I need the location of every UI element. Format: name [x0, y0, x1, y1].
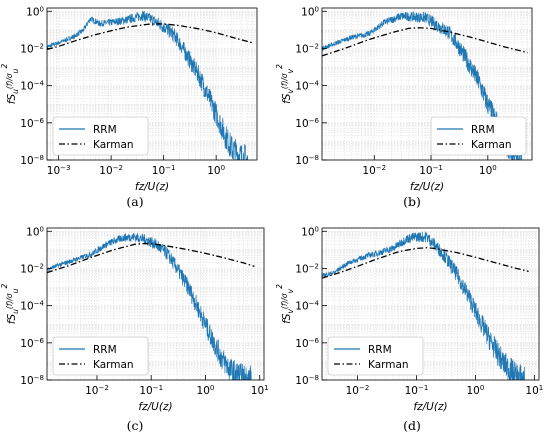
x-tick-label: 10−1	[152, 164, 176, 177]
series-line-rrm	[322, 231, 525, 380]
y-tick-label: 10−8	[20, 374, 44, 387]
panel-caption: (d)	[403, 418, 421, 433]
x-axis-label: fz/U(z)	[138, 401, 172, 413]
legend-label: RRM	[368, 344, 392, 356]
x-tick-label: 10−2	[99, 164, 123, 177]
x-tick-label: 10−1	[139, 384, 163, 397]
y-axis-label: fSu(f)/σu2	[0, 284, 20, 325]
legend-label: RRM	[471, 124, 495, 136]
y-tick-label: 10−8	[20, 154, 44, 167]
x-tick-label: 10−3	[47, 164, 71, 177]
y-tick-label: 10−4	[295, 300, 319, 313]
legend-label: Karman	[471, 139, 512, 151]
series-line-karman	[322, 247, 529, 279]
plot-frame	[46, 227, 265, 381]
x-tick-label: 100	[207, 164, 225, 177]
legend-label: RRM	[93, 344, 117, 356]
x-tick-label: 10−1	[419, 164, 443, 177]
series-line-rrm	[322, 11, 523, 160]
y-tick-label: 10−2	[20, 262, 44, 275]
panel-caption: (a)	[126, 194, 143, 209]
y-tick-label: 100	[301, 5, 319, 18]
chart-panel-2: 10−2 10−1 100 10−8 10−6 10−4 10−2 100 fz/U(z) fSv…	[275, 5, 533, 209]
y-tick-label: 100	[26, 225, 44, 238]
y-axis-label: fSv(f)/σv2	[275, 284, 295, 324]
legend: RRM Karman	[327, 336, 424, 376]
y-tick-label: 10−4	[20, 80, 44, 93]
series-line-rrm	[47, 10, 249, 160]
series-line-karman	[47, 23, 254, 50]
legend-box	[52, 116, 149, 156]
x-tick-label: 100	[197, 384, 215, 397]
series-line-karman	[322, 27, 528, 57]
y-tick-label: 10−6	[20, 117, 44, 130]
x-tick-label: 100	[479, 164, 497, 177]
y-axis-label: fSv(f)/σv2	[275, 64, 295, 104]
legend-label: Karman	[93, 139, 134, 151]
x-tick-label: 10−2	[85, 384, 109, 397]
y-tick-label: 100	[301, 225, 319, 238]
plot-frame	[46, 7, 258, 161]
legend-box	[430, 116, 527, 156]
y-tick-label: 10−8	[295, 374, 319, 387]
y-tick-label: 10−4	[20, 300, 44, 313]
y-tick-label: 100	[26, 5, 44, 18]
x-tick-label: 10−2	[346, 384, 370, 397]
chart-panel-4: 10−2 10−1 100 101 10−8 10−6 10−4 10−2 100 fz/U(z)…	[275, 225, 543, 433]
legend: RRM Karman	[52, 336, 149, 376]
legend-box	[327, 336, 424, 376]
x-axis-label: fz/U(z)	[410, 181, 444, 193]
y-tick-label: 10−2	[295, 42, 319, 55]
chart-panel-1: 10−3 10−2 10−1 100 10−8 10−6 10−4 10−2 100 fz/U(z…	[0, 5, 258, 209]
y-axis-label: fSu(f)/σu2	[0, 64, 20, 105]
x-axis-label: fz/U(z)	[135, 181, 169, 193]
chart-panel-3: 10−2 10−1 100 101 10−8 10−6 10−4 10−2 100 fz/U(z)…	[0, 225, 269, 433]
x-axis-label: fz/U(z)	[413, 401, 447, 413]
legend-label: Karman	[93, 359, 134, 371]
series-line-karman	[47, 242, 255, 274]
plot-frame	[321, 227, 540, 381]
series-line-rrm	[47, 232, 252, 380]
x-tick-label: 100	[466, 384, 484, 397]
x-tick-label: 10−1	[405, 384, 429, 397]
legend-box	[52, 336, 149, 376]
legend: RRM Karman	[430, 116, 527, 156]
y-tick-label: 10−6	[20, 337, 44, 350]
x-tick-label: 101	[525, 384, 543, 397]
panel-caption: (c)	[127, 418, 144, 433]
plot-frame	[321, 7, 533, 161]
legend-label: RRM	[93, 124, 117, 136]
y-tick-label: 10−6	[295, 337, 319, 350]
y-tick-label: 10−4	[295, 80, 319, 93]
x-tick-label: 101	[251, 384, 269, 397]
legend: RRM Karman	[52, 116, 149, 156]
y-tick-label: 10−6	[295, 117, 319, 130]
legend-label: Karman	[368, 359, 409, 371]
panel-caption: (b)	[403, 194, 421, 209]
y-tick-label: 10−8	[295, 154, 319, 167]
y-tick-label: 10−2	[295, 262, 319, 275]
y-tick-label: 10−2	[20, 42, 44, 55]
x-tick-label: 10−2	[362, 164, 386, 177]
